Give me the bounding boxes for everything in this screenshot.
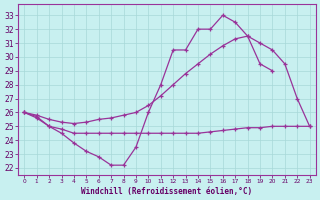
X-axis label: Windchill (Refroidissement éolien,°C): Windchill (Refroidissement éolien,°C): [81, 187, 252, 196]
